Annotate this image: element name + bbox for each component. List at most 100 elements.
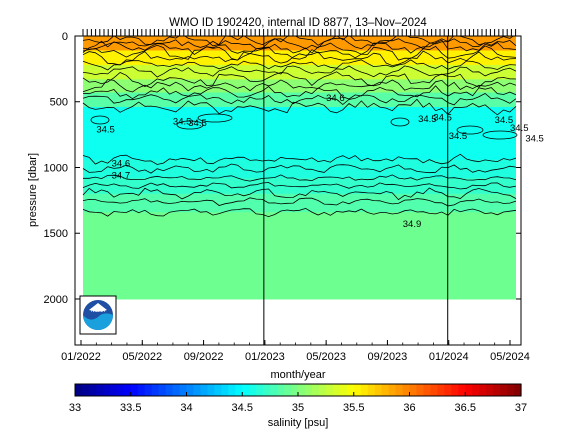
colorbar-tick-label-8: 37 (515, 402, 527, 414)
x-tick-label-3: 01/2023 (245, 351, 285, 363)
colorbar-cell (137, 384, 146, 396)
contour-lines (82, 36, 518, 218)
colorbar-cell (221, 384, 229, 396)
colorbar-cell (374, 384, 383, 396)
contour-label-8: 34.5 (510, 123, 529, 134)
x-tick-label-1: 05/2022 (122, 351, 162, 363)
colorbar-tick-label-2: 34 (180, 402, 192, 414)
colorbar-cell (158, 384, 167, 396)
contour-loop-2 (197, 113, 233, 123)
colorbar-cell (144, 384, 153, 396)
x-tick-label-4: 05/2023 (306, 351, 346, 363)
salinity-field (83, 36, 516, 300)
y-tick-label-3: 1500 (44, 228, 68, 240)
contour-loop-5 (482, 130, 518, 140)
salinity-layer-8 (83, 193, 516, 213)
y-tick-label-2: 1000 (44, 162, 68, 174)
colorbar-cell (493, 384, 501, 396)
colorbar-tick-label-4: 35 (292, 402, 304, 414)
y-axis-label: pressure [dbar] (27, 153, 39, 227)
contour-label-3: 34.5 (188, 118, 207, 129)
contour-labels: 34.634.534.534.5 34.534.534.534.534.534.5… (96, 93, 544, 230)
colorbar-cell (123, 384, 132, 396)
contour-line-9 (82, 85, 517, 100)
contour-line-3 (82, 44, 517, 61)
contour-line-12 (82, 153, 517, 165)
colorbar-cell (304, 384, 313, 396)
colorbar-cell (332, 384, 341, 396)
colorbar-cell (437, 384, 445, 396)
colorbar-gradient (75, 384, 522, 396)
colorbar-cell (514, 384, 522, 396)
colorbar-cell (151, 384, 160, 396)
x-tick-label-7: 05/2024 (490, 351, 530, 363)
colorbar-cell (228, 384, 236, 396)
contour-line-7 (82, 71, 517, 88)
contour-label-6: 34.5 (449, 131, 468, 142)
contour-label-1: 34.5 (96, 124, 115, 135)
colorbar-tick-label-0: 33 (69, 402, 81, 414)
colorbar-cell (88, 384, 97, 396)
colorbar-cell (263, 384, 271, 396)
x-tick-label-6: 01/2024 (429, 351, 469, 363)
contour-line-1 (82, 37, 517, 50)
colorbar-cell (367, 384, 376, 396)
x-axis: 01/2022 05/2022 09/2022 01/2023 05/2023 09/20… (61, 340, 530, 363)
contour-line-15 (82, 182, 517, 190)
contour-label-11: 34.7 (112, 170, 130, 181)
colorbar-tick-label-1: 33.5 (120, 402, 141, 414)
svg-text:NOAA: NOAA (91, 308, 106, 314)
colorbar-cell (395, 384, 404, 396)
colorbar-cell (388, 384, 397, 396)
colorbar-cell (458, 384, 466, 396)
x-tick-label-2: 09/2022 (184, 351, 224, 363)
y-tick-label-4: 2000 (44, 294, 68, 306)
colorbar-cell (130, 384, 139, 396)
colorbar-cell (116, 384, 125, 396)
x-tick-label-5: 09/2023 (368, 351, 408, 363)
colorbar-cell (409, 384, 418, 396)
plot-frame (74, 35, 522, 346)
colorbar-cell (81, 384, 90, 396)
colorbar-cell (339, 384, 348, 396)
colorbar-cell (430, 384, 438, 396)
contour-loop-3 (390, 117, 410, 127)
chart-title: WMO ID 1902420, internal ID 8877, 13–Nov… (169, 17, 427, 29)
contour-line-16 (82, 187, 517, 201)
colorbar-cell (277, 384, 285, 396)
colorbar-cell (451, 384, 459, 396)
colorbar-cell (423, 384, 432, 396)
colorbar-cell (284, 384, 292, 396)
colorbar-cell (214, 384, 222, 396)
colorbar-cell (298, 384, 306, 396)
year-dividers (263, 36, 449, 345)
x-tick-label-0: 01/2022 (61, 351, 101, 363)
contour-line-18 (82, 207, 517, 218)
colorbar-cell (256, 384, 264, 396)
contour-label-0: 34.6 (326, 93, 345, 104)
colorbar-cell (291, 384, 299, 396)
colorbar-cell (207, 384, 215, 396)
colorbar-cell (318, 384, 327, 396)
contour-loop-1 (176, 120, 204, 130)
contour-label-9: 34.5 (525, 134, 544, 145)
contour-line-8 (82, 79, 517, 93)
contour-line-2 (82, 39, 517, 56)
colorbar-cell (500, 384, 508, 396)
colorbar-cell (193, 384, 202, 396)
contour-line-17 (82, 197, 517, 207)
colorbar-cell (109, 384, 118, 396)
colorbar-cell (179, 384, 188, 396)
colorbar-cell (75, 384, 83, 396)
colorbar-cell (444, 384, 452, 396)
colorbar-cell (507, 384, 515, 396)
contour-line-10 (82, 93, 517, 106)
colorbar-tick-label-5: 35.5 (343, 402, 364, 414)
colorbar-cell (165, 384, 174, 396)
colorbar-cell (416, 384, 425, 396)
contour-line-0 (82, 36, 514, 47)
colorbar-cell (381, 384, 390, 396)
y-tick-label-0: 0 (62, 31, 68, 43)
contour-label-2: 34.5 (173, 116, 192, 127)
